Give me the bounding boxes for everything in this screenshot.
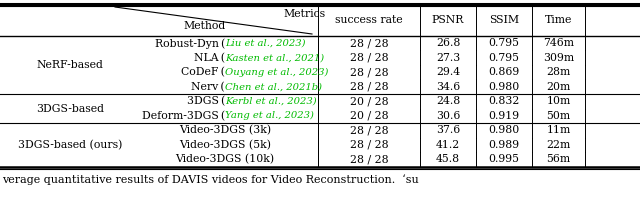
Text: 37.6: 37.6 [436,125,460,135]
Text: 20 / 28: 20 / 28 [349,111,388,121]
Text: 34.6: 34.6 [436,82,460,92]
Text: 0.795: 0.795 [488,53,520,63]
Text: Method: Method [184,21,226,31]
Text: 3DGS-based (ours): 3DGS-based (ours) [18,140,122,150]
Text: Liu et al., 2023): Liu et al., 2023) [225,39,305,48]
Text: 20m: 20m [547,82,571,92]
Text: CoDeF (: CoDeF ( [181,67,225,77]
Text: Video-3DGS (10k): Video-3DGS (10k) [175,154,275,164]
Text: Metrics: Metrics [284,9,326,19]
Text: 3DGS (: 3DGS ( [187,96,225,106]
Text: 28 / 28: 28 / 28 [349,67,388,77]
Text: 0.980: 0.980 [488,125,520,135]
Text: 28 / 28: 28 / 28 [349,82,388,92]
Text: Time: Time [545,15,572,25]
Text: 28 / 28: 28 / 28 [349,38,388,48]
Text: 45.8: 45.8 [436,154,460,164]
Text: 50m: 50m [547,111,571,121]
Text: Video-3DGS (5k): Video-3DGS (5k) [179,140,271,150]
Text: Yang et al., 2023): Yang et al., 2023) [225,111,314,120]
Text: Nerv (: Nerv ( [191,82,225,92]
Text: 41.2: 41.2 [436,140,460,150]
Text: Kerbl et al., 2023): Kerbl et al., 2023) [225,97,317,106]
Text: 11m: 11m [547,125,571,135]
Text: NeRF-based: NeRF-based [36,60,104,70]
Text: 28 / 28: 28 / 28 [349,53,388,63]
Text: 309m: 309m [543,53,574,63]
Text: 0.832: 0.832 [488,96,520,106]
Text: success rate: success rate [335,15,403,25]
Text: 0.869: 0.869 [488,67,520,77]
Text: 26.8: 26.8 [436,38,460,48]
Text: PSNR: PSNR [432,15,464,25]
Text: SSIM: SSIM [489,15,519,25]
Text: 0.980: 0.980 [488,82,520,92]
Text: 56m: 56m [547,154,571,164]
Text: 28 / 28: 28 / 28 [349,125,388,135]
Text: 746m: 746m [543,38,574,48]
Text: 28m: 28m [547,67,571,77]
Text: Ouyang et al., 2023): Ouyang et al., 2023) [225,68,328,77]
Text: 0.995: 0.995 [488,154,520,164]
Text: 0.919: 0.919 [488,111,520,121]
Text: Kasten et al., 2021): Kasten et al., 2021) [225,53,324,62]
Text: NLA (: NLA ( [194,53,225,63]
Text: 3DGS-based: 3DGS-based [36,104,104,114]
Text: 29.4: 29.4 [436,67,460,77]
Text: Chen et al., 2021b): Chen et al., 2021b) [225,82,322,91]
Text: 30.6: 30.6 [436,111,460,121]
Text: 24.8: 24.8 [436,96,460,106]
Text: 27.3: 27.3 [436,53,460,63]
Text: 10m: 10m [547,96,571,106]
Text: 20 / 28: 20 / 28 [349,96,388,106]
Text: Robust-Dyn (: Robust-Dyn ( [155,38,225,49]
Text: 28 / 28: 28 / 28 [349,154,388,164]
Text: Deform-3DGS (: Deform-3DGS ( [141,111,225,121]
Text: 22m: 22m [547,140,571,150]
Text: 28 / 28: 28 / 28 [349,140,388,150]
Text: 0.989: 0.989 [488,140,520,150]
Text: Video-3DGS (3k): Video-3DGS (3k) [179,125,271,135]
Text: 0.795: 0.795 [488,38,520,48]
Text: verage quantitative results of DAVIS videos for Video Reconstruction.  ‘su: verage quantitative results of DAVIS vid… [2,174,419,185]
